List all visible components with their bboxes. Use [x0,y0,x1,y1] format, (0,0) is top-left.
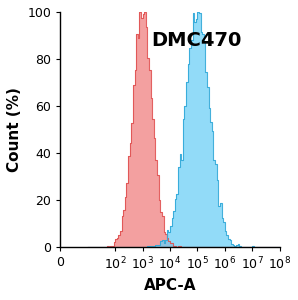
Y-axis label: Count (%): Count (%) [7,87,22,172]
Text: DMC470: DMC470 [151,31,241,50]
X-axis label: APC-A: APC-A [144,278,196,293]
